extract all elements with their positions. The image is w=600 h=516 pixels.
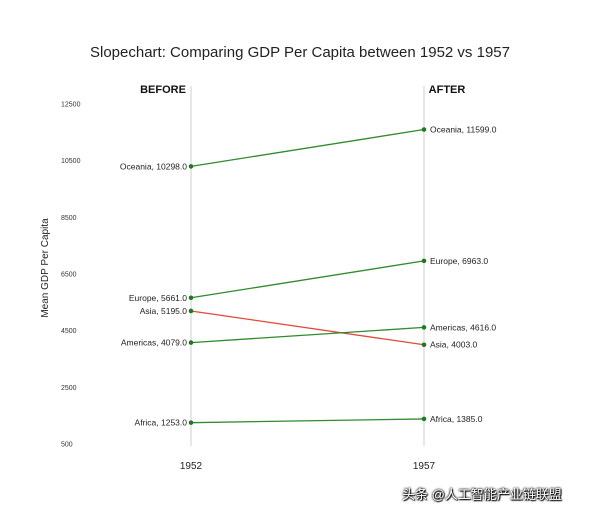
- series-line-africa: [190, 418, 425, 424]
- series-line-americas: [190, 326, 425, 344]
- y-tick-label: 8500: [61, 215, 77, 222]
- point-africa-after: [421, 416, 427, 422]
- data-label-americas-before: Americas, 4079.0: [121, 338, 187, 348]
- point-oceania-before: [188, 164, 194, 169]
- y-tick-label: 2500: [61, 385, 77, 392]
- point-europe-before: [188, 295, 194, 301]
- point-asia-after: [421, 342, 427, 348]
- data-label-asia-before: Asia, 5195.0: [140, 306, 188, 316]
- point-africa-before: [188, 420, 194, 425]
- y-axis-label: Mean GDP Per Capita: [40, 218, 51, 318]
- data-label-europe-before: Europe, 5661.0: [129, 293, 187, 303]
- watermark: 头条 @人工智能产业链联盟: [402, 487, 562, 502]
- point-americas-before: [188, 340, 194, 345]
- chart-title: Slopechart: Comparing GDP Per Capita bet…: [90, 44, 510, 61]
- series-line-asia: [190, 310, 425, 346]
- series-line-oceania: [190, 128, 425, 168]
- data-label-oceania-before: Oceania, 10298.0: [120, 161, 187, 171]
- y-tick-label: 10500: [61, 158, 81, 165]
- y-tick-label: 4500: [61, 328, 77, 335]
- data-label-africa-before: Africa, 1253.0: [135, 418, 188, 428]
- x-tick-label: 1952: [180, 461, 203, 472]
- x-tick-label: 1957: [413, 461, 436, 472]
- data-label-oceania-after: Oceania, 11599.0: [430, 125, 497, 135]
- series-line-europe: [190, 260, 425, 299]
- data-label-americas-after: Americas, 4616.0: [430, 322, 496, 332]
- point-americas-after: [421, 325, 427, 330]
- data-label-europe-after: Europe, 6963.0: [430, 256, 488, 266]
- y-tick-label: 12500: [61, 102, 81, 109]
- y-tick-label: 500: [61, 442, 73, 449]
- after-header: AFTER: [429, 84, 466, 96]
- before-header: BEFORE: [140, 84, 186, 96]
- data-label-africa-after: Africa, 1385.0: [430, 414, 483, 424]
- point-europe-after: [421, 258, 427, 264]
- point-asia-before: [188, 308, 194, 314]
- y-tick-label: 6500: [61, 272, 77, 279]
- data-label-asia-after: Asia, 4003.0: [430, 340, 478, 350]
- point-oceania-after: [421, 127, 427, 132]
